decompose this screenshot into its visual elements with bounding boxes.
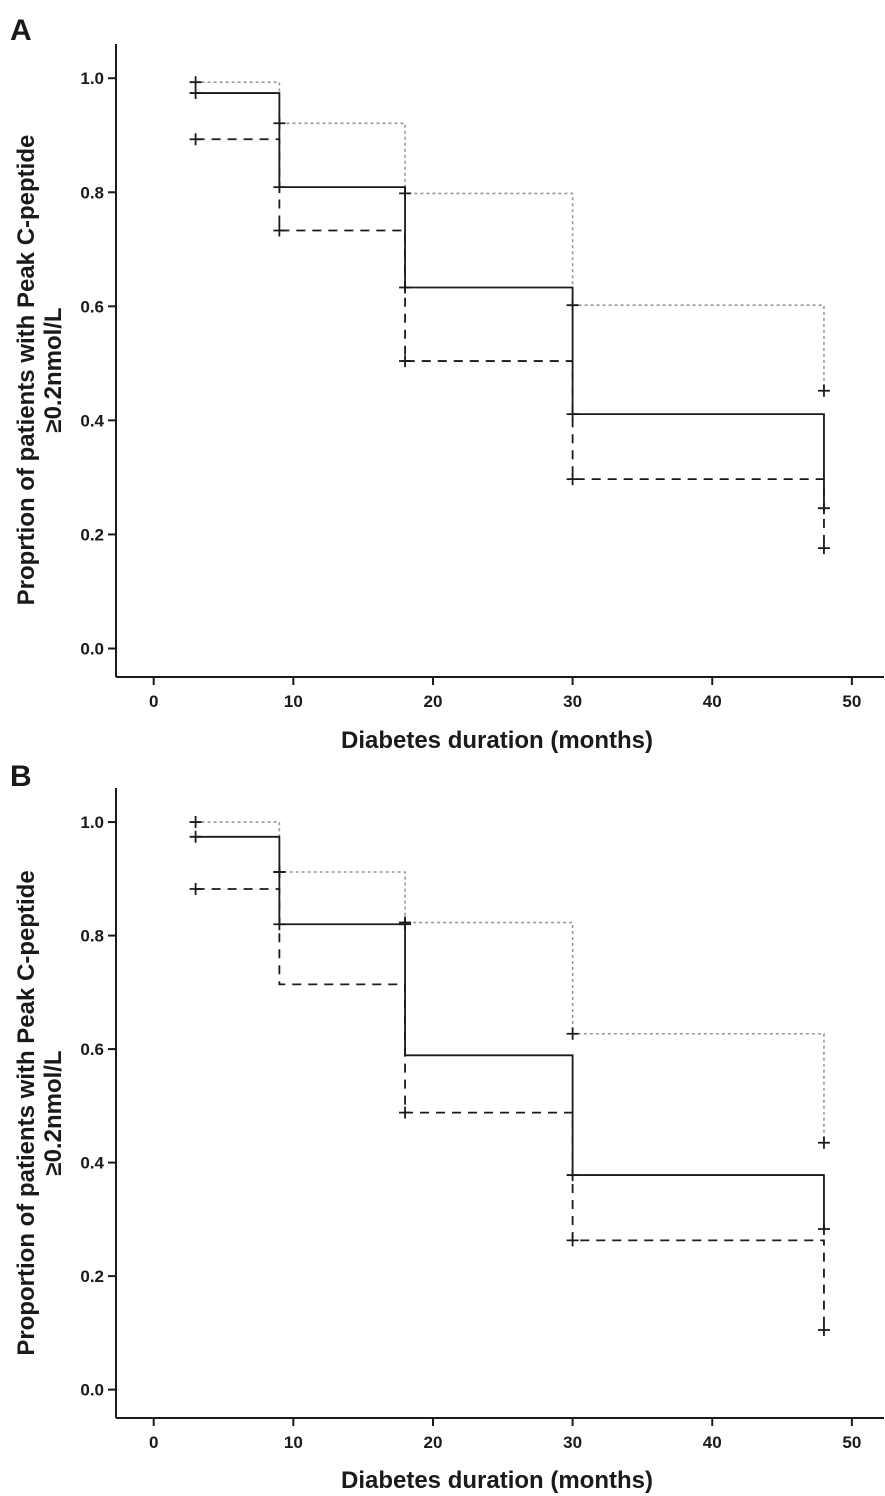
panel-a-x-tick-label: 50: [842, 692, 861, 711]
panel-a-series-solid-censor-mark: [189, 87, 202, 100]
panel-b-series-dashed-censor-mark: [399, 1106, 412, 1119]
panel-b-series-solid-censor-mark: [817, 1223, 830, 1235]
panel-a-letter: A: [10, 14, 32, 47]
panel-a-x-tick-label: 0: [149, 692, 158, 711]
panel-b-axes: 0 10 20 30 40 50 0.0 0.2 0.4 0.6 0.8 1.0: [80, 788, 884, 1452]
panel-b-y-axis-label-line2: ≥0.2nmol/L: [40, 1050, 67, 1175]
panel-b-x-tick-label: 40: [703, 1433, 722, 1452]
panel-a-x-tick-label: 30: [563, 692, 582, 711]
panel-a-y-axis-label-line1: Proprtion of patients with Peak C-peptid…: [13, 135, 40, 606]
panel-b-series-dotted-censor-mark: [817, 1136, 830, 1149]
panel-a-series: [189, 76, 830, 555]
panel-b-y-tick-label: 0.8: [80, 927, 104, 946]
panel-a-series-dashed-line: [195, 138, 825, 549]
panel-a-y-tick-label: 1.0: [80, 69, 104, 88]
panel-b-series-dotted-line: [195, 821, 825, 1143]
panel-a-series-dashed-censor-mark: [817, 542, 830, 555]
panel-b-y-tick-label: 0.2: [80, 1267, 104, 1286]
panel-a-x-axis-label: Diabetes duration (months): [341, 727, 653, 754]
panel-a-series-dotted-censor-mark: [817, 384, 830, 397]
panel-a-y-tick-label: 0.0: [80, 639, 104, 658]
panel-b-x-tick-label: 0: [149, 1433, 158, 1452]
panel-b-y-tick-label: 0.4: [80, 1154, 104, 1173]
panel-b-series-solid-censor-mark: [189, 830, 202, 843]
panel-a-series-dotted-line: [195, 81, 825, 391]
panel-b-series-dashed-line: [195, 888, 825, 1331]
panel-b-series-dashed-censor-mark: [817, 1324, 830, 1337]
panel-a-y-tick-label: 0.8: [80, 183, 104, 202]
panel-a-y-axis-label-line2: ≥0.2nmol/L: [40, 307, 67, 432]
panel-a-y-tick-label: 0.2: [80, 525, 104, 544]
panel-b-letter: B: [10, 760, 32, 793]
panel-a-y-tick-label: 0.4: [80, 411, 104, 430]
panel-b-series-dashed-censor-mark: [189, 883, 202, 896]
panel-b-series-dashed-censor-mark: [273, 866, 286, 878]
panel-b-series: [189, 816, 830, 1337]
panel-b-x-tick-label: 10: [284, 1433, 303, 1452]
panel-b: B 0 10 20 30 40 50 0.0 0.2 0.4 0.6 0.8 1.0 Diabetes…: [10, 760, 884, 1494]
panel-a-series-dashed-censor-mark: [273, 224, 286, 237]
panel-a-series-dashed-censor-mark: [566, 473, 579, 486]
panel-a: A 0 10 20 30 40 50 0.0 0.2 0.4 0.6 0.8 1.0 Diabetes…: [10, 14, 884, 754]
panel-b-y-tick-label: 0.0: [80, 1381, 104, 1400]
panel-a-y-tick-label: 0.6: [80, 297, 104, 316]
panel-a-series-dotted-censor-mark: [189, 76, 202, 89]
panel-b-y-tick-label: 0.6: [80, 1040, 104, 1059]
panel-a-x-tick-label: 20: [424, 692, 443, 711]
panel-b-x-axis-label: Diabetes duration (months): [341, 1467, 653, 1494]
panel-b-series-solid-line: [195, 835, 825, 1229]
panel-a-series-solid-line: [195, 92, 825, 509]
panel-a-x-tick-label: 40: [703, 692, 722, 711]
panel-a-series-dashed-censor-mark: [189, 133, 202, 146]
panel-a-series-dashed-censor-mark: [399, 355, 412, 368]
panel-b-y-axis-label-line1: Proportion of patients with Peak C-pepti…: [13, 870, 40, 1355]
panel-a-axes: 0 10 20 30 40 50 0.0 0.2 0.4 0.6 0.8 1.0: [80, 44, 884, 711]
panel-b-y-tick-label: 1.0: [80, 813, 104, 832]
panel-b-x-tick-label: 50: [842, 1433, 861, 1452]
panel-b-series-dashed-censor-mark: [566, 1234, 579, 1247]
panel-b-x-tick-label: 30: [563, 1433, 582, 1452]
panel-b-series-solid-censor-mark: [399, 918, 412, 931]
panel-a-x-tick-label: 10: [284, 692, 303, 711]
panel-b-series-dotted-censor-mark: [189, 816, 202, 829]
panel-b-series-dotted-censor-mark: [566, 1027, 579, 1040]
panel-b-x-tick-label: 20: [424, 1433, 443, 1452]
